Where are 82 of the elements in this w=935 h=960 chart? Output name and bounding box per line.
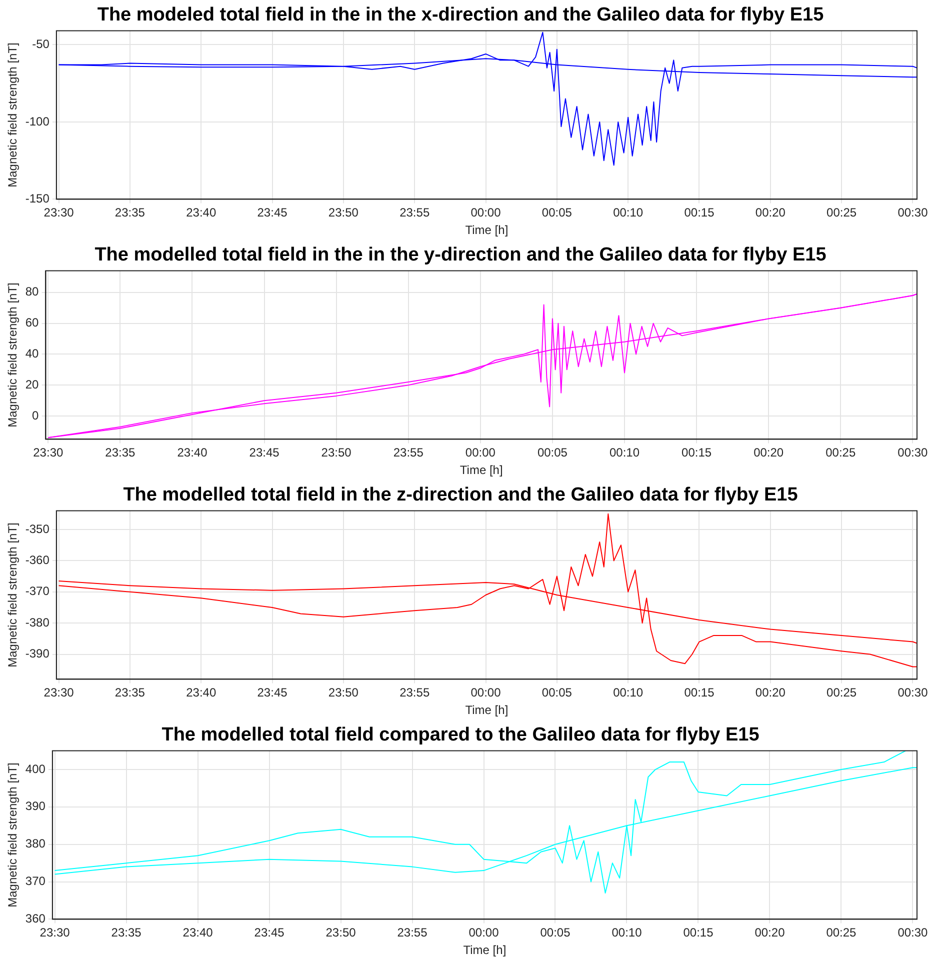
x-tick-label: 00:30 — [898, 686, 928, 700]
y-tick-label: 80 — [25, 284, 40, 299]
x-tick-label: 00:15 — [683, 926, 714, 940]
x-tick-label: 23:45 — [254, 926, 285, 940]
y-tick-label: 370 — [25, 874, 46, 888]
y-tick-label: -370 — [25, 584, 50, 598]
chart-title: The modeled total field in the in the x-direction and the Galileo data for flyby E15 — [97, 4, 824, 26]
x-tick-label: 00:20 — [754, 446, 784, 460]
x-tick-label: 00:05 — [542, 206, 572, 220]
x-tick-label: 00:20 — [755, 206, 786, 220]
x-axis-title: Time [h] — [463, 943, 506, 958]
x-tick-label: 00:10 — [609, 446, 640, 460]
x-tick-label: 00:30 — [898, 446, 928, 460]
x-tick-label: 23:55 — [400, 686, 430, 700]
y-tick-label: -50 — [32, 37, 50, 52]
x-tick-label: 23:50 — [328, 206, 359, 220]
x-tick-label: 00:10 — [613, 686, 644, 700]
x-tick-label: 23:35 — [114, 206, 146, 220]
y-tick-label: -100 — [25, 114, 50, 128]
x-tick-label: 23:35 — [105, 446, 136, 460]
x-axis-title: Time [h] — [460, 463, 503, 478]
x-tick-label: 23:45 — [257, 206, 288, 220]
chart-title: The modelled total field in the z-direction and the Galileo data for flyby E15 — [123, 484, 798, 506]
x-tick-label: 23:30 — [44, 686, 74, 700]
x-tick-label: 00:20 — [755, 686, 786, 700]
x-tick-label: 23:55 — [393, 446, 424, 460]
x-tick-label: 23:45 — [249, 446, 280, 460]
x-tick-label: 00:15 — [682, 446, 712, 460]
x-tick-label: 00:00 — [470, 206, 502, 220]
y-axis-title: Magnetic field strength [nT] — [6, 282, 20, 428]
y-tick-label: -360 — [25, 553, 50, 568]
x-tick-label: 00:15 — [684, 686, 715, 700]
x-tick-label: 23:30 — [33, 446, 64, 460]
x-tick-label: 23:40 — [177, 446, 208, 460]
x-tick-label: 00:00 — [468, 926, 500, 940]
x-tick-label: 23:50 — [321, 446, 352, 460]
y-tick-label: -150 — [25, 192, 50, 206]
x-tick-label: 00:30 — [898, 206, 928, 220]
y-tick-label: 360 — [25, 912, 46, 926]
x-tick-label: 23:40 — [186, 686, 216, 700]
x-tick-label: 23:35 — [114, 686, 146, 700]
x-tick-label: 00:25 — [826, 926, 857, 940]
y-tick-label: 20 — [25, 377, 40, 392]
x-tick-label: 00:05 — [537, 446, 568, 460]
x-tick-label: 00:05 — [540, 926, 571, 940]
x-tick-label: 00:00 — [465, 446, 496, 460]
x-tick-label: 00:30 — [898, 926, 928, 940]
y-tick-label: 400 — [25, 762, 46, 776]
x-tick-label: 23:40 — [186, 206, 216, 220]
x-tick-label: 00:10 — [613, 206, 644, 220]
x-tick-label: 23:55 — [400, 206, 430, 220]
x-tick-label: 23:40 — [182, 926, 214, 940]
y-axis-title: Magnetic field strength [nT] — [6, 762, 20, 908]
x-tick-label: 00:00 — [470, 686, 502, 700]
y-tick-label: -380 — [25, 615, 50, 630]
y-tick-label: 390 — [25, 799, 46, 814]
x-tick-label: 23:35 — [111, 926, 142, 940]
y-tick-label: 60 — [25, 316, 40, 330]
y-tick-label: 40 — [25, 346, 40, 361]
x-tick-label: 23:30 — [40, 926, 70, 940]
y-tick-label: -350 — [25, 522, 50, 536]
y-tick-label: 380 — [25, 836, 46, 851]
x-tick-label: 00:20 — [754, 926, 786, 940]
x-tick-label: 00:10 — [612, 926, 642, 940]
x-tick-label: 00:25 — [826, 446, 856, 460]
chart-title: The modelled total field in the in the y-direction and the Galileo data for flyby E15 — [94, 244, 827, 266]
x-tick-label: 00:15 — [684, 206, 715, 220]
y-axis-title: Magnetic field strength [nT] — [6, 42, 20, 188]
chart-title: The modelled total field compared to the Galileo data for flyby E15 — [162, 724, 760, 746]
x-tick-label: 00:05 — [542, 686, 572, 700]
x-tick-label: 00:25 — [826, 206, 857, 220]
x-tick-label: 23:50 — [326, 926, 356, 940]
x-tick-label: 00:25 — [826, 686, 857, 700]
y-tick-label: 0 — [32, 408, 40, 422]
x-tick-label: 23:45 — [257, 686, 288, 700]
x-axis-title: Time [h] — [465, 223, 508, 238]
y-tick-label: -390 — [25, 646, 50, 661]
x-tick-label: 23:55 — [397, 926, 428, 940]
y-axis-title: Magnetic field strength [nT] — [6, 522, 20, 668]
x-axis-title: Time [h] — [465, 703, 508, 718]
x-tick-label: 23:50 — [328, 686, 359, 700]
x-tick-label: 23:30 — [44, 206, 74, 220]
